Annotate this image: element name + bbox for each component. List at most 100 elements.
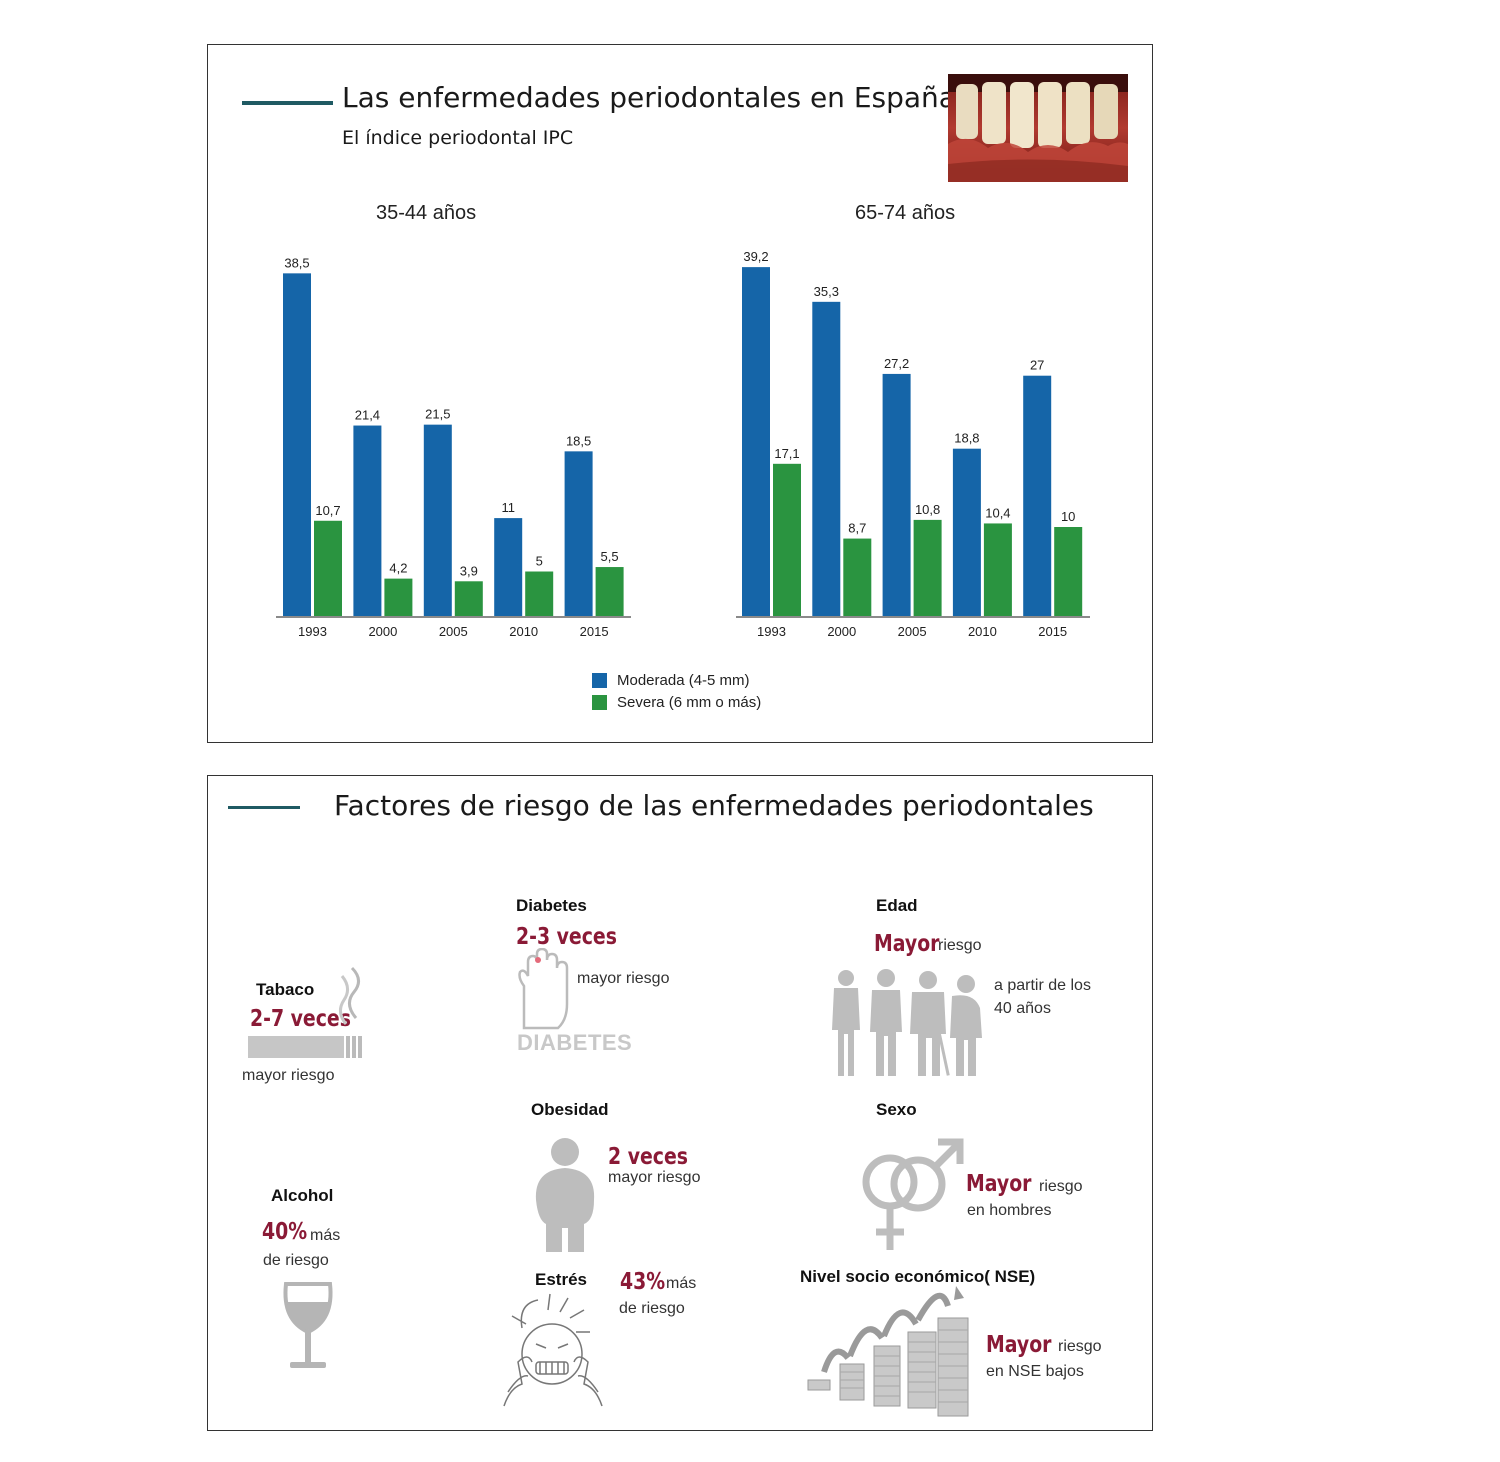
factor-nse-name: Nivel socio económico( NSE)	[800, 1267, 1036, 1286]
factor-edad-text: riesgo	[938, 937, 982, 954]
cigarette-icon	[248, 966, 362, 1058]
chart-legend: Moderada (4-5 mm) Severa (6 mm o más)	[592, 669, 761, 713]
factor-tabaco-name: Tabaco	[256, 980, 315, 999]
legend-label-severe: Severa (6 mm o más)	[617, 693, 762, 711]
group-title-35-44: 35-44 años	[376, 202, 477, 224]
factor-nse-text: riesgo	[1058, 1338, 1102, 1355]
bar-moderate-2000	[812, 301, 841, 616]
slide-title: Factores de riesgo de las enfermedades p…	[334, 789, 1094, 822]
bar-moderate-2005	[882, 373, 911, 616]
obese-person-icon	[535, 1138, 595, 1252]
legend-swatch-severe	[592, 694, 607, 710]
factor-estres-value: 43%	[620, 1269, 666, 1295]
data-label: 18,8	[954, 431, 979, 446]
factor-sexo-value: Mayor	[966, 1171, 1032, 1197]
data-label: 10,7	[315, 503, 340, 518]
x-tick-label: 2005	[439, 624, 468, 639]
hand-icon	[518, 948, 569, 1030]
bar-severe-2000	[843, 538, 872, 616]
wine-glass-icon	[283, 1282, 333, 1368]
factor-estres-text2: de riesgo	[619, 1300, 685, 1317]
bar-moderate-2005	[423, 424, 452, 616]
x-tick-label: 2015	[1038, 624, 1067, 639]
data-label: 5,5	[601, 549, 619, 564]
group-title-65-74: 65-74 años	[855, 202, 956, 224]
data-label: 11	[501, 500, 515, 515]
factor-estres-text1: más	[666, 1275, 697, 1292]
x-tick-label: 1993	[298, 624, 327, 639]
data-label: 10,4	[985, 505, 1010, 520]
factor-diabetes-text: mayor riesgo	[577, 970, 670, 987]
bar-moderate-1993	[283, 273, 311, 616]
factor-diabetes-value: 2-3 veces	[516, 924, 617, 950]
factor-edad-text2: a partir de los	[994, 977, 1091, 994]
factor-sexo-text: riesgo	[1039, 1178, 1083, 1195]
bar-moderate-2010	[952, 448, 981, 616]
x-tick-label: 2010	[509, 624, 538, 639]
bar-severe-2015	[1054, 527, 1083, 616]
bar-severe-2000	[384, 578, 413, 616]
x-tick-label: 2005	[898, 624, 927, 639]
gums-photo-icon	[948, 74, 1128, 182]
stressed-face-icon	[503, 1293, 603, 1407]
title-accent-bar	[228, 806, 300, 809]
data-label: 27,2	[884, 356, 909, 371]
data-label: 27	[1030, 358, 1044, 373]
data-label: 5	[536, 554, 543, 569]
bar-severe-2010	[525, 571, 554, 616]
factor-diabetes-name: Diabetes	[516, 896, 587, 915]
bar-severe-2015	[595, 567, 624, 616]
periodontal-bar-chart: 38,5 10,7 1993 21,4 4,2 2000 21,5 3,9 2005 11 5 201…	[276, 249, 1090, 639]
legend-item-moderate: Moderada (4-5 mm)	[592, 669, 761, 691]
factor-obesidad-text: mayor riesgo	[608, 1169, 701, 1186]
aging-people-icon	[832, 969, 982, 1076]
slide-title: Las enfermedades periodontales en España	[342, 81, 956, 114]
slide-periodontal-spain: Las enfermedades periodontales en España…	[207, 44, 1153, 743]
factor-tabaco-value: 2-7 veces	[250, 1006, 351, 1032]
factor-alcohol-value: 40%	[262, 1219, 308, 1245]
diabetes-logo-text: DIABETES	[517, 1030, 633, 1055]
factor-edad-text3: 40 años	[994, 1000, 1051, 1017]
factor-obesidad-value: 2 veces	[608, 1144, 688, 1170]
data-label: 18,5	[566, 433, 591, 448]
factor-nse-text2: en NSE bajos	[986, 1363, 1084, 1380]
factor-estres-name: Estrés	[535, 1270, 587, 1289]
bar-moderate-2015	[1023, 375, 1052, 616]
gender-symbols-icon	[862, 1138, 964, 1250]
coin-stacks-icon	[807, 1286, 969, 1417]
data-label: 8,7	[848, 521, 866, 536]
data-label: 3,9	[460, 563, 478, 578]
x-tick-label: 1993	[757, 624, 786, 639]
bar-moderate-1993	[742, 267, 770, 616]
bar-moderate-2015	[564, 451, 593, 616]
factor-edad-name: Edad	[876, 896, 918, 915]
factor-tabaco-text: mayor riesgo	[242, 1067, 335, 1084]
data-label: 21,4	[355, 408, 380, 423]
bar-severe-2005	[454, 581, 483, 616]
bar-severe-1993	[773, 463, 801, 616]
data-label: 10,8	[915, 502, 940, 517]
x-tick-label: 2010	[968, 624, 997, 639]
legend-item-severe: Severa (6 mm o más)	[592, 691, 761, 713]
x-tick-label: 2000	[827, 624, 856, 639]
bar-severe-1993	[314, 520, 342, 616]
legend-swatch-moderate	[592, 672, 607, 688]
factor-edad-value: Mayor	[874, 931, 940, 957]
data-label: 38,5	[284, 255, 309, 270]
factor-obesidad-name: Obesidad	[531, 1100, 609, 1119]
factor-alcohol-text1: más	[310, 1227, 341, 1244]
data-label: 17,1	[774, 446, 799, 461]
factor-sexo-text2: en hombres	[967, 1202, 1052, 1219]
bar-moderate-2000	[353, 425, 382, 616]
legend-label-moderate: Moderada (4-5 mm)	[617, 671, 750, 689]
bar-severe-2010	[983, 523, 1012, 616]
slide-risk-factors: Factores de riesgo de las enfermedades p…	[207, 775, 1153, 1431]
factor-nse-value: Mayor	[986, 1332, 1052, 1358]
data-label: 4,2	[389, 561, 407, 576]
data-label: 10	[1061, 509, 1075, 524]
data-label: 39,2	[743, 249, 768, 264]
factor-sexo-name: Sexo	[876, 1100, 917, 1119]
bar-moderate-2010	[494, 518, 523, 616]
title-accent-bar	[242, 101, 333, 105]
data-label: 21,5	[425, 407, 450, 422]
